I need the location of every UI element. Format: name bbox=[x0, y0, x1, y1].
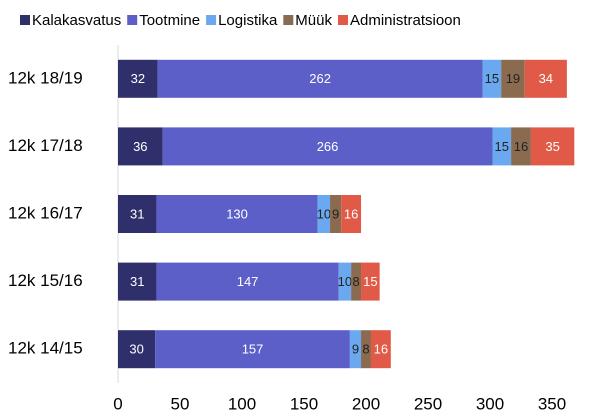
bar-segment bbox=[530, 127, 575, 166]
data-label: 31 bbox=[130, 206, 144, 221]
bar-segment bbox=[501, 59, 525, 98]
data-label: 262 bbox=[309, 71, 331, 86]
data-label: 32 bbox=[131, 71, 145, 86]
data-label: 36 bbox=[133, 139, 147, 154]
y-tick-label: 12k 18/19 bbox=[8, 68, 83, 87]
data-label: 19 bbox=[506, 71, 520, 86]
legend-swatch bbox=[127, 15, 138, 25]
bar-segment bbox=[351, 262, 362, 301]
bar-segment bbox=[317, 195, 331, 233]
legend-swatch bbox=[283, 15, 294, 25]
bar-segment bbox=[118, 262, 157, 301]
y-tick-label: 12k 14/15 bbox=[8, 339, 83, 358]
bar-segment bbox=[524, 59, 567, 98]
x-tick-label: 50 bbox=[171, 394, 190, 413]
bar-segment bbox=[370, 330, 391, 369]
data-label: 30 bbox=[129, 342, 143, 357]
data-label: 147 bbox=[237, 274, 259, 289]
data-label: 16 bbox=[344, 206, 358, 221]
x-tick-label: 150 bbox=[290, 394, 318, 413]
bar-segment bbox=[156, 195, 318, 233]
bar-segment bbox=[118, 127, 163, 166]
x-tick-label: 350 bbox=[538, 394, 566, 413]
data-label: 130 bbox=[226, 206, 248, 221]
data-label: 31 bbox=[130, 274, 144, 289]
x-tick-label: 0 bbox=[113, 394, 122, 413]
bar-segment bbox=[162, 127, 493, 166]
bar-segment bbox=[155, 330, 350, 369]
legend-swatch bbox=[206, 15, 217, 25]
legend-label: Müük bbox=[295, 12, 332, 29]
data-label: 16 bbox=[374, 342, 388, 357]
legend-swatch bbox=[337, 15, 348, 25]
data-label: 15 bbox=[495, 139, 509, 154]
legend-label: Logistika bbox=[218, 12, 278, 29]
x-tick-label: 250 bbox=[414, 394, 442, 413]
data-label: 9 bbox=[352, 342, 359, 357]
bar-segment bbox=[156, 262, 339, 301]
data-label: 35 bbox=[545, 139, 559, 154]
y-tick-label: 12k 17/18 bbox=[8, 136, 83, 155]
bar-segment bbox=[341, 195, 362, 233]
bar-segment bbox=[338, 262, 352, 301]
data-label: 266 bbox=[317, 139, 339, 154]
data-label: 15 bbox=[485, 71, 499, 86]
legend-label: Tootmine bbox=[139, 12, 200, 29]
bar-segment bbox=[118, 195, 157, 233]
bar-segment bbox=[492, 127, 512, 166]
legend-label: Administratsioon bbox=[350, 12, 461, 29]
legend: Kalakasvatus Tootmine Logistika Müük Adminis… bbox=[20, 12, 461, 29]
bar-segment bbox=[511, 127, 531, 166]
data-label: 15 bbox=[363, 274, 377, 289]
data-label: 8 bbox=[352, 274, 359, 289]
bar-segment bbox=[157, 59, 483, 98]
data-label: 8 bbox=[362, 342, 369, 357]
bar-segment bbox=[118, 59, 158, 98]
legend-swatch bbox=[20, 15, 30, 25]
bar-segment bbox=[361, 262, 380, 301]
bar-segment bbox=[482, 59, 502, 98]
y-tick-label: 12k 15/16 bbox=[8, 271, 83, 290]
data-label: 16 bbox=[514, 139, 528, 154]
x-tick-label: 100 bbox=[228, 394, 256, 413]
x-tick-label: 300 bbox=[476, 394, 504, 413]
bar-segment bbox=[361, 330, 371, 369]
y-tick-label: 12k 16/17 bbox=[8, 203, 83, 222]
data-label: 10 bbox=[317, 206, 331, 221]
bar-segment bbox=[330, 195, 342, 233]
bar-segment bbox=[118, 330, 156, 369]
legend-label: Kalakasvatus bbox=[32, 12, 121, 29]
data-label: 9 bbox=[332, 206, 339, 221]
data-label: 10 bbox=[338, 274, 352, 289]
data-label: 157 bbox=[242, 342, 264, 357]
data-label: 34 bbox=[539, 71, 553, 86]
x-tick-label: 200 bbox=[352, 394, 380, 413]
bar-segment bbox=[349, 330, 362, 369]
